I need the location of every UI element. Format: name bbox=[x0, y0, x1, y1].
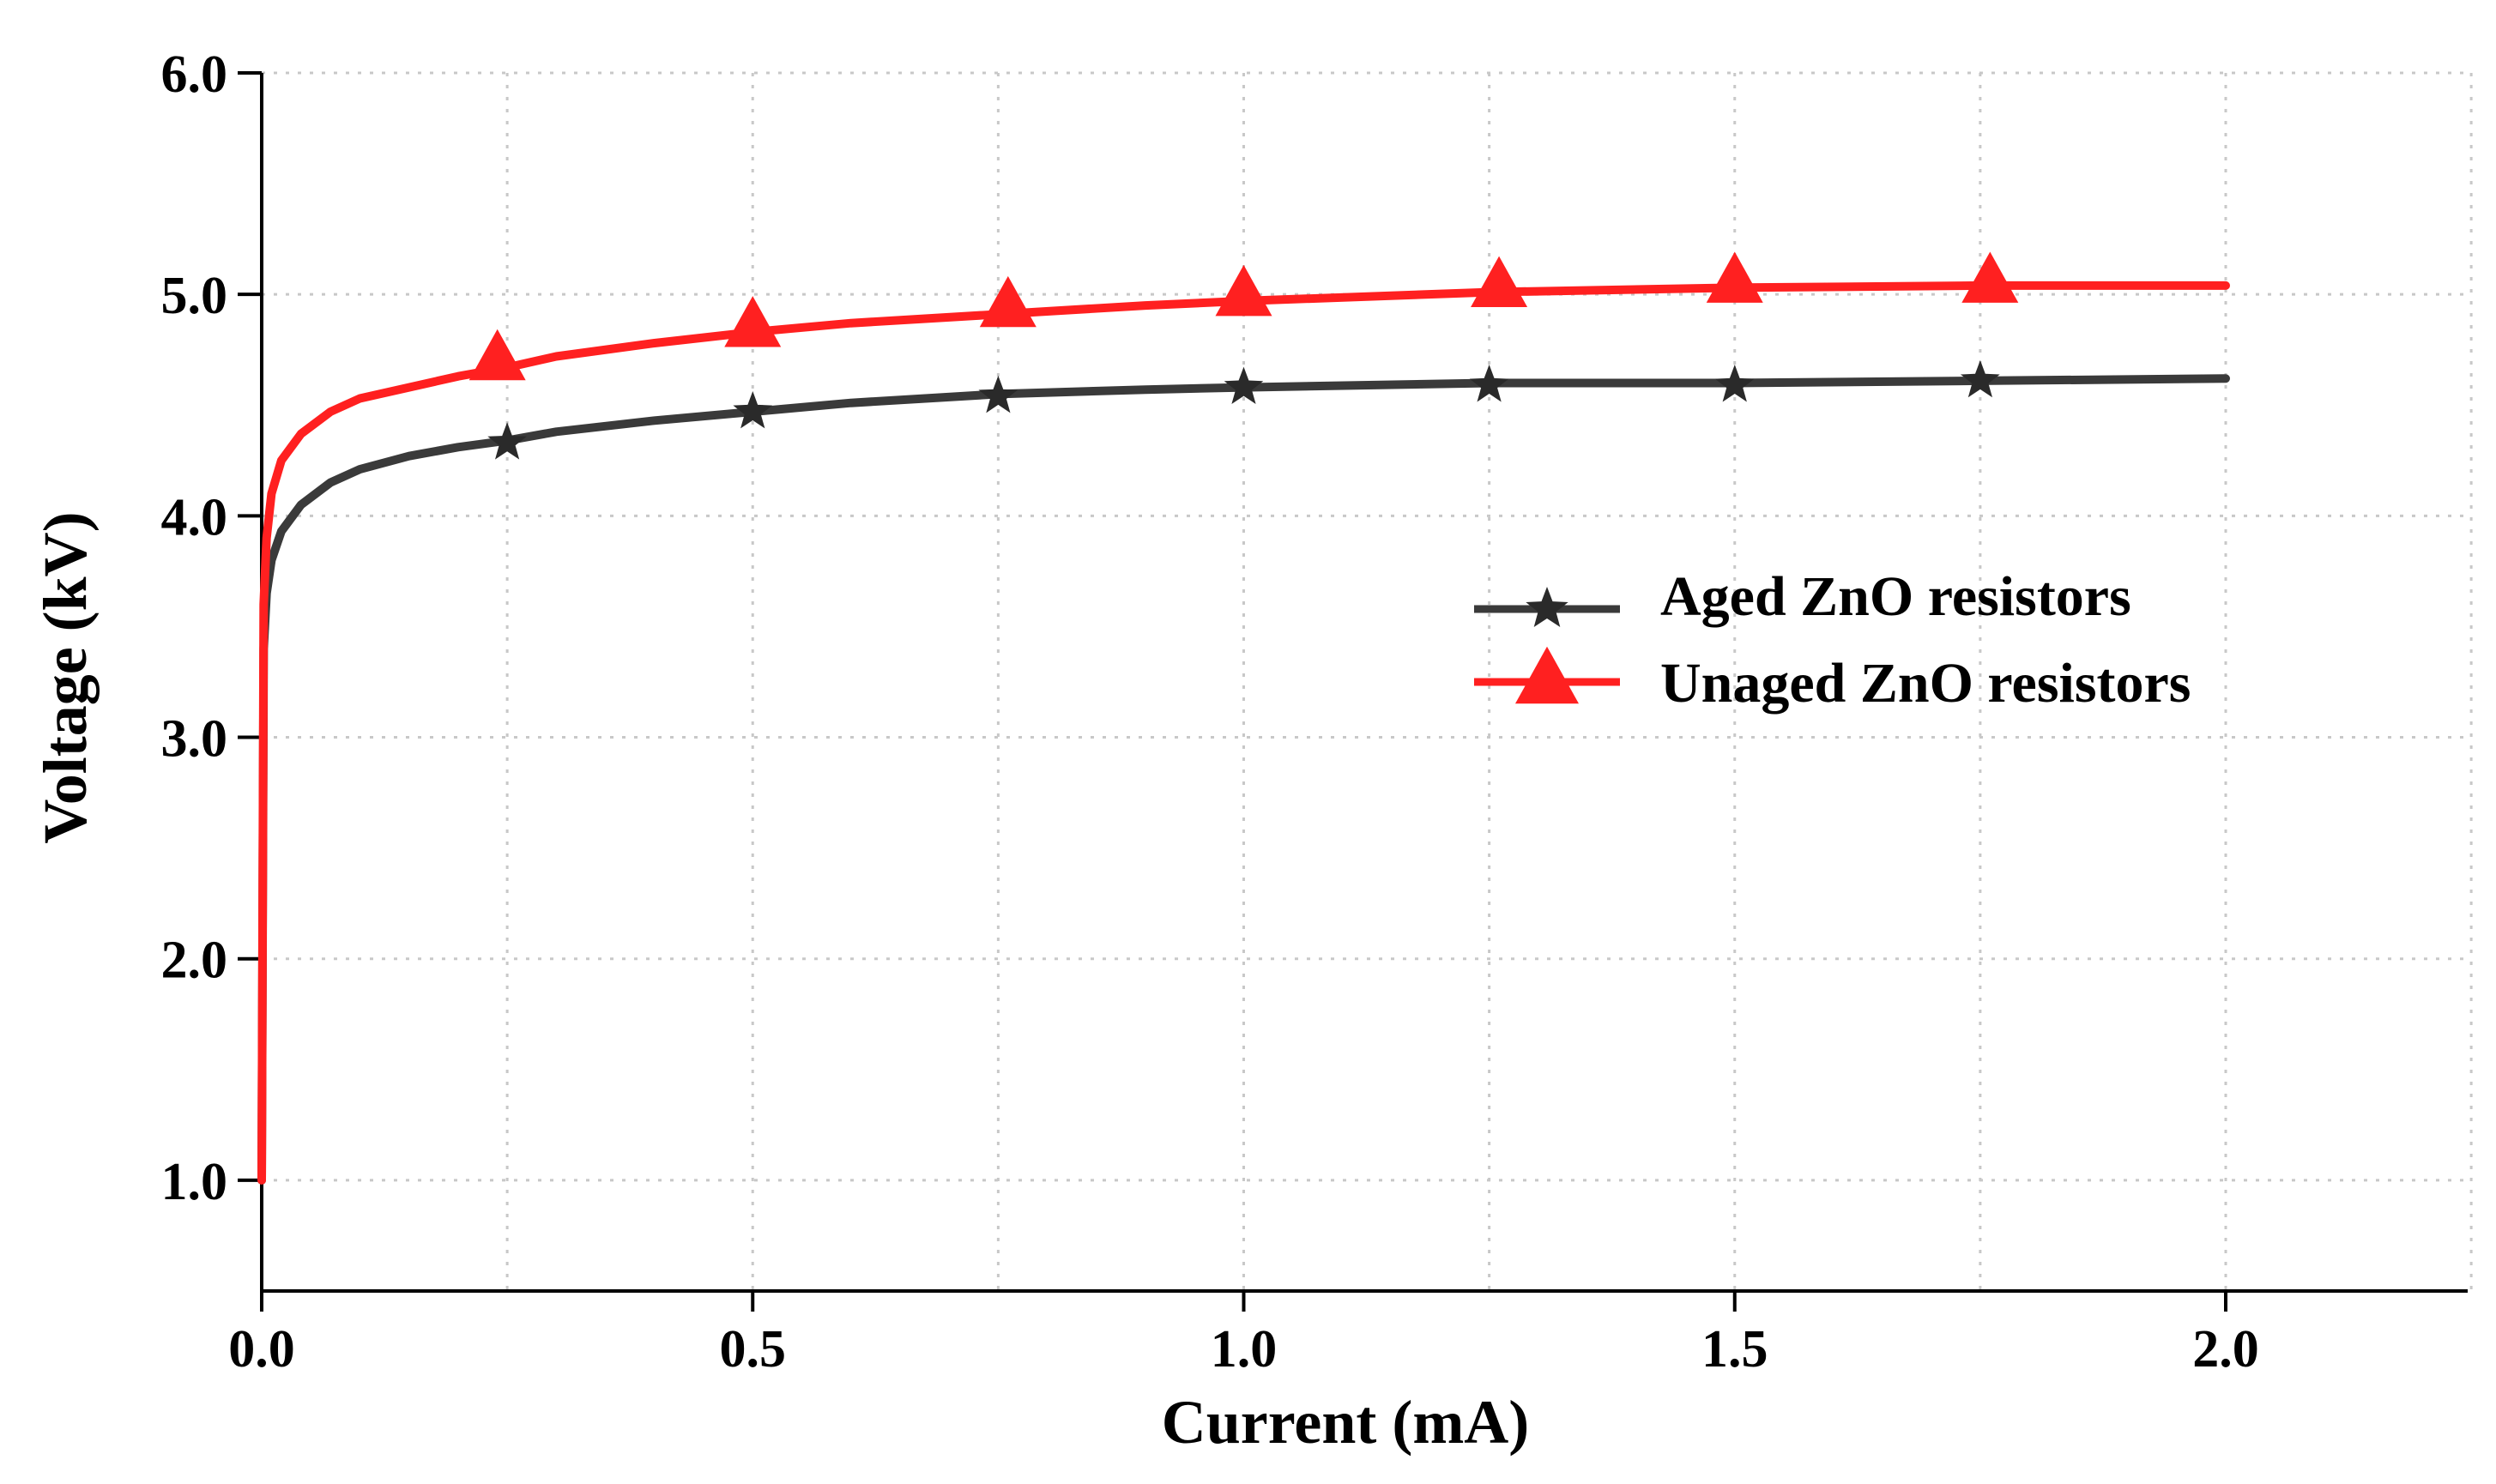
x-tick-label: 0.5 bbox=[720, 1320, 787, 1378]
series-line-aged bbox=[257, 374, 2230, 1185]
data-point-unaged bbox=[1471, 256, 1528, 308]
data-point-aged bbox=[1469, 365, 1509, 402]
data-point-aged bbox=[1224, 366, 1264, 404]
legend-marker-aged bbox=[1526, 587, 1568, 627]
y-axis-label: Voltage (kV) bbox=[31, 511, 100, 843]
legend: Aged ZnO resistors Unaged ZnO resistors bbox=[1474, 565, 2191, 715]
x-tick-label: 2.0 bbox=[2192, 1320, 2259, 1378]
data-point-unaged bbox=[724, 296, 782, 347]
data-markers bbox=[468, 251, 2019, 460]
x-tick-label: 1.5 bbox=[1701, 1320, 1768, 1378]
grid bbox=[260, 71, 2473, 1291]
data-point-aged bbox=[487, 422, 527, 460]
y-tick-label: 5.0 bbox=[161, 267, 228, 325]
y-tick-label: 4.0 bbox=[161, 488, 228, 546]
data-point-aged bbox=[978, 375, 1018, 413]
data-point-unaged bbox=[979, 275, 1036, 328]
data-point-unaged bbox=[1706, 251, 1763, 303]
y-tick-label: 1.0 bbox=[161, 1153, 228, 1211]
x-tick-label: 0.0 bbox=[228, 1320, 295, 1378]
x-tick-label: 1.0 bbox=[1211, 1320, 1278, 1378]
legend-label-unaged: Unaged ZnO resistors bbox=[1660, 652, 2191, 715]
data-point-unaged bbox=[1215, 264, 1272, 317]
y-tick-label: 3.0 bbox=[161, 710, 228, 769]
series-line-unaged bbox=[257, 281, 2230, 1185]
ticks: 1.0 2.0 3.0 4.0 5.0 6.0 0.0 0.5 1.0 1.5 2.0 bbox=[161, 45, 2259, 1378]
y-tick-label: 2.0 bbox=[161, 932, 228, 990]
data-point-aged bbox=[1714, 365, 1755, 402]
x-axis-label: Current (mA) bbox=[1162, 1388, 1530, 1457]
legend-marker-unaged bbox=[1515, 646, 1579, 704]
legend-label-aged: Aged ZnO resistors bbox=[1660, 565, 2131, 628]
data-point-unaged bbox=[468, 329, 526, 381]
data-point-aged bbox=[1961, 359, 2000, 398]
data-point-unaged bbox=[1961, 251, 2019, 303]
y-tick-label: 6.0 bbox=[161, 45, 228, 104]
series bbox=[257, 281, 2230, 1185]
data-point-aged bbox=[733, 391, 773, 429]
